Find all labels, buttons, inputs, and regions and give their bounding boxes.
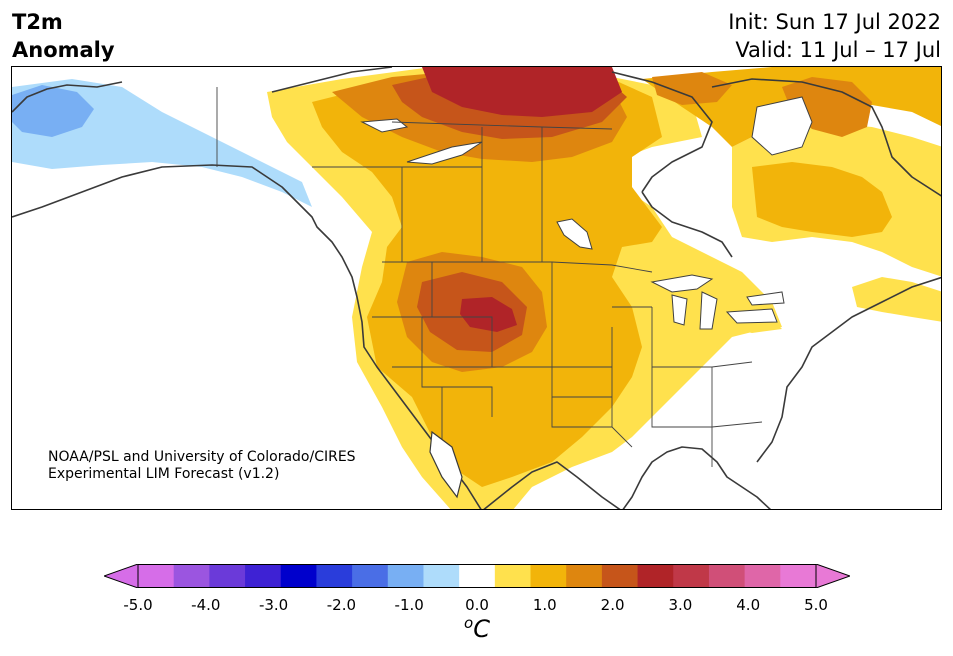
- init-date: Init: Sun 17 Jul 2022: [728, 10, 941, 34]
- forecast-dates: Init: Sun 17 Jul 2022 Valid: 11 Jul – 17…: [728, 8, 941, 64]
- colorbar-bin: [245, 564, 282, 588]
- unit-label: oC: [464, 614, 490, 643]
- colorbar-bin: [601, 564, 639, 588]
- colorbar-tick-label: 3.0: [668, 596, 693, 614]
- colorbar-bin: [280, 564, 317, 588]
- gulf-of-california: [429, 430, 463, 499]
- colorbar-tick-label: -4.0: [191, 596, 221, 614]
- colorbar-bin: [316, 564, 353, 588]
- colorbar-bin: [780, 564, 817, 588]
- colorbar-bin: [173, 564, 210, 588]
- colorbar-bin: [708, 564, 746, 588]
- map-title: T2m Anomaly: [12, 8, 115, 64]
- colorbar-frame: [137, 564, 817, 588]
- unit-celsius: C: [473, 615, 490, 643]
- colorbar: [104, 564, 850, 588]
- colorbar-tick-label: 1.0: [532, 596, 557, 614]
- colorbar-bin: [530, 564, 567, 588]
- colorbar-bin: [352, 564, 389, 588]
- credit-text: NOAA/PSL and University of Colorado/CIRE…: [48, 449, 356, 483]
- colorbar-tick-label: 5.0: [804, 596, 828, 614]
- credit-line-1: NOAA/PSL and University of Colorado/CIRE…: [48, 449, 356, 465]
- colorbar-tick-label: -1.0: [394, 596, 424, 614]
- colorbar-bin: [459, 564, 496, 588]
- colorbar-bin: [637, 564, 674, 588]
- colorbar-ticks: -5.0 -4.0 -3.0 -2.0 -1.0 0.0 1.0 2.0 3.0 4.0 5.0: [0, 596, 953, 616]
- colorbar-bin: [387, 564, 424, 588]
- political-borders: [216, 87, 763, 477]
- colorbar-bin: [494, 564, 532, 588]
- cool-anomaly-alaska: [12, 79, 312, 207]
- colorbar-tick-label: -2.0: [326, 596, 357, 614]
- unit-degree: o: [464, 614, 474, 632]
- colorbar-tick-label: 4.0: [736, 596, 761, 614]
- colorbar-tick-label: 2.0: [600, 596, 625, 614]
- colorbar-tick-label: -5.0: [123, 596, 153, 614]
- colorbar-bin: [423, 564, 460, 588]
- colorbar-bin: [566, 564, 603, 588]
- colorbar-bin: [138, 564, 175, 588]
- warm-anomaly-2.5-3: [422, 67, 622, 332]
- valid-period: Valid: 11 Jul – 17 Jul: [735, 38, 941, 62]
- colorbar-bin: [744, 564, 781, 588]
- variable-label: T2m: [12, 10, 63, 34]
- anomaly-map: [11, 66, 942, 510]
- credit-line-2: Experimental LIM Forecast (v1.2): [48, 466, 280, 482]
- colorbar-tick-label: -3.0: [258, 596, 289, 614]
- colorbar-extend-high: [815, 564, 850, 588]
- colorbar-bin: [209, 564, 246, 588]
- coastlines: [12, 67, 941, 509]
- colorbar-extend-low: [104, 564, 139, 588]
- colorbar-tick-label: 0.0: [465, 596, 489, 614]
- quantity-label: Anomaly: [12, 38, 115, 62]
- colorbar-bin: [673, 564, 710, 588]
